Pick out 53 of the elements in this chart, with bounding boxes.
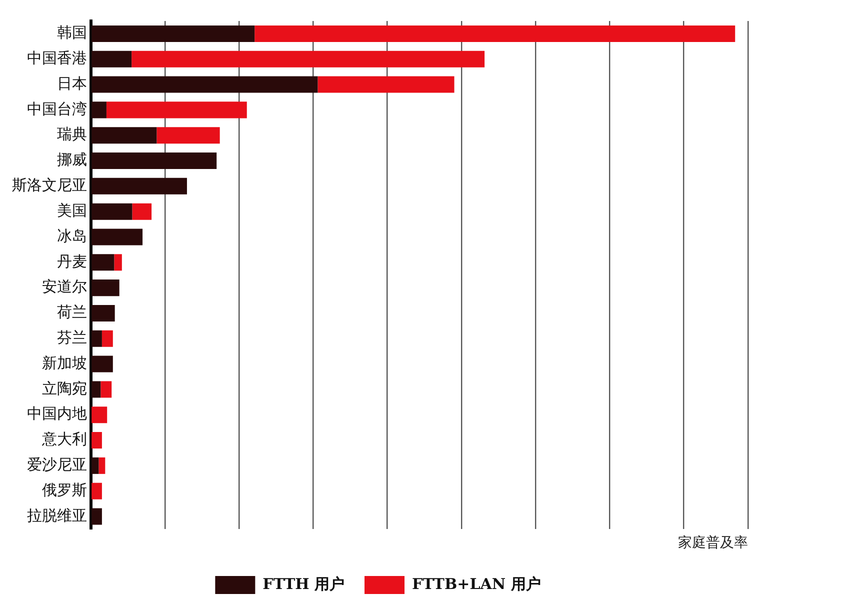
bar <box>92 381 101 398</box>
bar <box>102 330 113 347</box>
bar <box>156 127 220 144</box>
legend-label: FTTB+LAN 用户 <box>412 574 541 593</box>
bar <box>92 50 132 68</box>
bar <box>92 203 132 220</box>
bar <box>92 280 120 296</box>
y-tick-label: 中国台湾 <box>27 100 87 118</box>
y-tick-label: 丹麦 <box>57 252 87 270</box>
bar <box>106 102 247 118</box>
y-tick-label: 冰岛 <box>57 226 87 245</box>
bar <box>92 25 255 42</box>
y-tick-label: 俄罗斯 <box>42 480 87 499</box>
bar <box>92 76 318 93</box>
bar <box>92 482 102 500</box>
y-tick-label: 拉脱维亚 <box>27 506 87 524</box>
bar <box>92 406 108 424</box>
y-tick-label: 安道尔 <box>42 278 87 296</box>
y-tick-label: 立陶宛 <box>42 379 87 398</box>
y-tick-label: 意大利 <box>41 430 87 448</box>
bar <box>92 508 102 525</box>
bar <box>92 254 114 271</box>
bar <box>92 356 113 372</box>
y-tick-label: 中国内地 <box>27 404 87 423</box>
bar <box>92 127 157 144</box>
bar <box>92 304 115 322</box>
y-tick-label: 斯洛文尼亚 <box>12 176 87 194</box>
legend-label: FTTH 用户 <box>262 574 345 593</box>
bar <box>92 457 99 474</box>
y-tick-label: 美国 <box>57 201 87 220</box>
y-tick-label: 中国香港 <box>27 49 87 68</box>
y-tick-label: 挪威 <box>57 150 87 169</box>
bar <box>92 432 102 449</box>
x-axis-title: 家庭普及率 <box>678 534 748 552</box>
bar <box>98 457 106 474</box>
y-tick-label: 新加坡 <box>42 354 87 372</box>
bar <box>114 254 122 271</box>
bar <box>92 102 106 118</box>
y-tick-label: 荷兰 <box>57 303 87 322</box>
bar <box>318 76 454 93</box>
bar <box>132 50 485 68</box>
y-tick-label: 韩国 <box>57 24 87 42</box>
bar <box>92 178 187 194</box>
bar <box>100 381 112 398</box>
bar <box>132 203 152 220</box>
y-tick-label: 芬兰 <box>57 328 87 347</box>
y-tick-label: 爱沙尼亚 <box>27 456 87 474</box>
bar <box>254 25 736 42</box>
y-tick-label: 瑞典 <box>57 125 87 144</box>
bar <box>92 228 143 246</box>
y-tick-label: 日本 <box>57 74 87 92</box>
bar <box>92 152 217 170</box>
bar <box>92 330 102 347</box>
